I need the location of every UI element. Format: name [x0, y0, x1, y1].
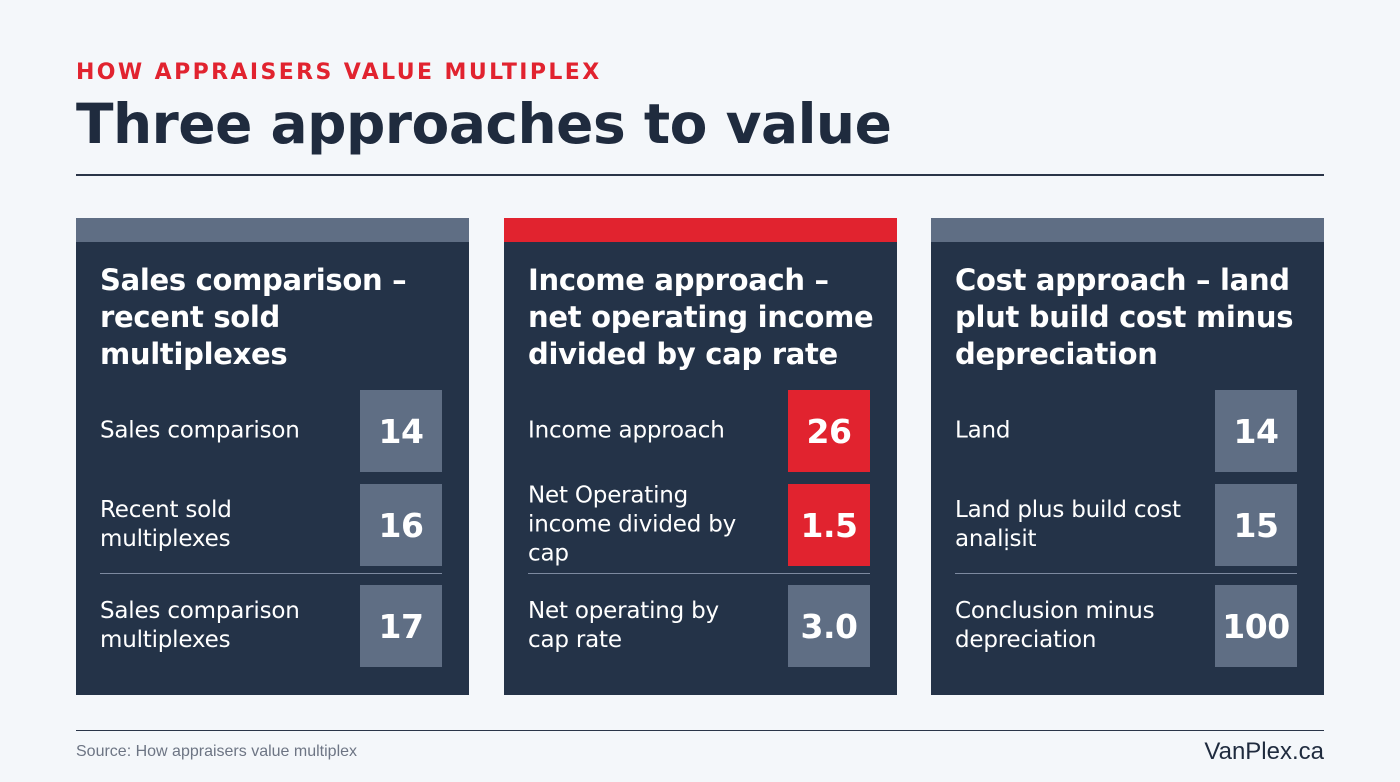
brand-label: VanPlex.ca — [1204, 738, 1324, 765]
row-divider — [528, 573, 870, 574]
card-row: Recent sold multiplexes 16 — [100, 484, 442, 566]
card-top-band — [76, 218, 469, 242]
row-label: Sales comparison multiplexes — [100, 598, 300, 653]
row-label: Land plus build cost analịsit — [955, 497, 1181, 552]
card-row: Sales comparison multiplexes 17 — [100, 585, 442, 667]
row-label: Land — [955, 417, 1011, 444]
row-value: 26 — [788, 390, 870, 472]
row-value: 14 — [360, 390, 442, 472]
card-title: Sales comparison – recent sold multiplex… — [100, 263, 407, 371]
row-value: 15 — [1215, 484, 1297, 566]
row-label: Net Operating income divided by cap — [528, 482, 737, 567]
card-top-band — [504, 218, 897, 242]
row-label: Sales comparison — [100, 417, 300, 444]
footer-divider — [76, 730, 1324, 731]
row-label: Income approach — [528, 417, 725, 444]
row-divider — [100, 573, 442, 574]
row-value: 14 — [1215, 390, 1297, 472]
row-value: 17 — [360, 585, 442, 667]
card-row: Conclusion minus depreciation 100 — [955, 585, 1297, 667]
row-divider — [955, 573, 1297, 574]
card-sales-comparison: Sales comparison – recent sold multiplex… — [76, 218, 469, 695]
row-label: Recent sold multiplexes — [100, 497, 232, 552]
row-value: 1.5 — [788, 484, 870, 566]
card-row: Income approach 26 — [528, 390, 870, 472]
card-title: Income approach – net operating income d… — [528, 263, 874, 371]
card-row: Land 14 — [955, 390, 1297, 472]
card-cost-approach: Cost approach – land plut build cost min… — [931, 218, 1324, 695]
card-row: Land plus build cost analịsit 15 — [955, 484, 1297, 566]
card-row: Net operating by cap rate 3.0 — [528, 585, 870, 667]
header-divider — [76, 174, 1324, 176]
row-value: 16 — [360, 484, 442, 566]
row-label: Net operating by cap rate — [528, 598, 719, 653]
source-note: Source: How appraisers value multiplex — [76, 743, 358, 760]
card-income-approach: Income approach – net operating income d… — [504, 218, 897, 695]
row-value: 3.0 — [788, 585, 870, 667]
eyebrow: HOW APPRAISERS VALUE MULTIPLEX — [76, 60, 602, 85]
card-title: Cost approach – land plut build cost min… — [955, 263, 1294, 371]
page-title: Three approaches to value — [76, 92, 892, 156]
row-label: Conclusion minus depreciation — [955, 598, 1155, 653]
card-top-band — [931, 218, 1324, 242]
row-value: 100 — [1215, 585, 1297, 667]
card-row: Sales comparison 14 — [100, 390, 442, 472]
card-row: Net Operating income divided by cap 1.5 — [528, 482, 870, 567]
